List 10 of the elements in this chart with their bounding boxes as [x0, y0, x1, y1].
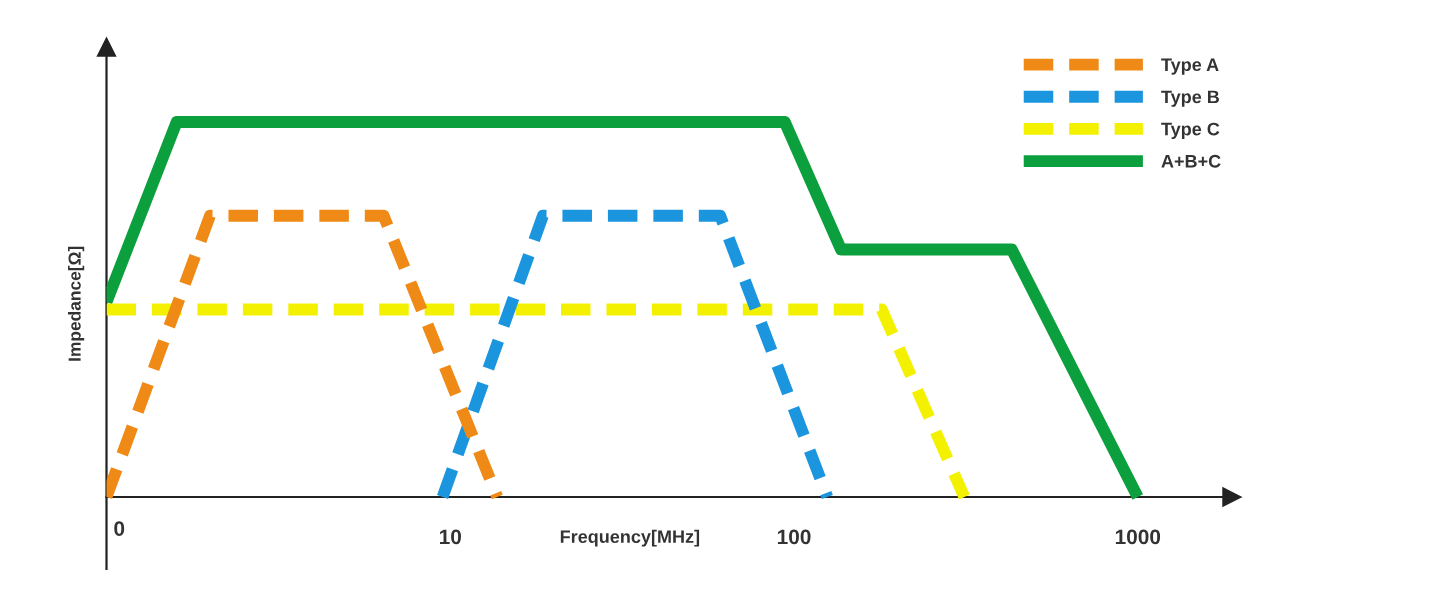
y-axis-title: Impedance[Ω]: [68, 246, 85, 361]
text: Type B: [1161, 90, 1219, 107]
x-tick-label: 10: [439, 529, 461, 545]
x-axis-title: Frequency[MHz]: [560, 529, 700, 547]
text: A+B+C: [1161, 154, 1221, 168]
text: 0: [114, 521, 125, 536]
text: Type A: [1161, 58, 1219, 75]
x-tick-label: 100: [777, 529, 811, 545]
x-tick-label: 1000: [1115, 529, 1161, 545]
text: Type C: [1161, 122, 1220, 140]
